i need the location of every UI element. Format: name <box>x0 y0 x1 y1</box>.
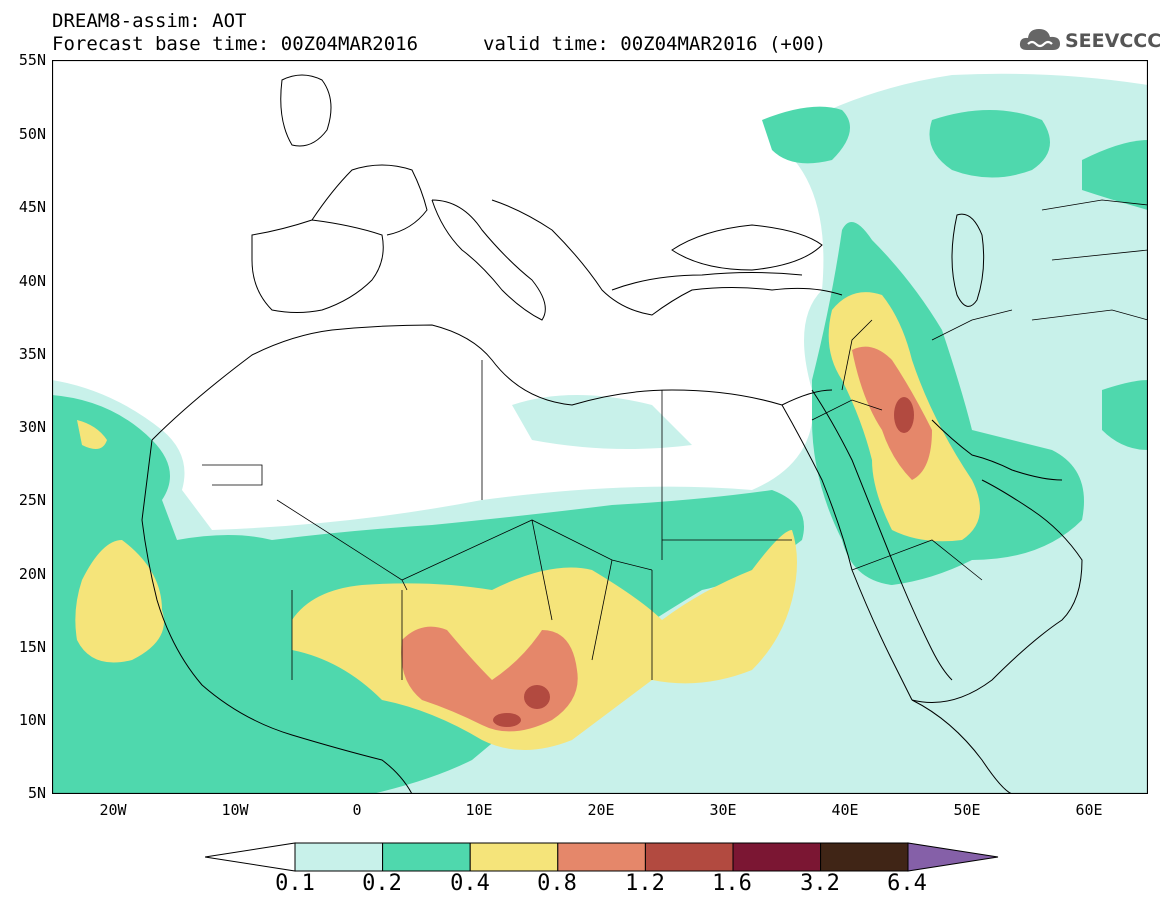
colorbar-label: 0.1 <box>275 871 315 896</box>
lon-label: 30E <box>709 801 737 819</box>
seevccc-logo: SEEVCCC <box>1017 24 1161 58</box>
colorbar-high-arrow <box>907 842 999 872</box>
lat-label: 25N <box>18 491 46 509</box>
colorbar-low-arrow <box>205 842 296 872</box>
colorbar-label: 3.2 <box>800 871 840 896</box>
colorbar-box <box>644 842 734 872</box>
cloud-icon <box>1019 29 1060 50</box>
lon-label: 60E <box>1075 801 1103 819</box>
lat-label: 15N <box>18 638 46 656</box>
lat-label: 30N <box>18 418 46 436</box>
lat-label: 45N <box>18 198 46 216</box>
country-borders <box>202 199 1148 680</box>
colorbar-label: 6.4 <box>887 871 927 896</box>
colorbar-label: 1.2 <box>625 871 665 896</box>
lon-label: 50E <box>953 801 981 819</box>
colorbar-box <box>557 842 646 872</box>
colorbar-box <box>382 842 471 872</box>
lon-label: 20E <box>587 801 615 819</box>
colorbar-label: 0.8 <box>537 871 577 896</box>
valid-time: valid time: 00Z04MAR2016 (+00) <box>483 33 827 55</box>
coastlines <box>141 74 1083 794</box>
colorbar-boxes <box>294 842 909 872</box>
colorbar-label: 0.2 <box>362 871 402 896</box>
colorbar-label: 1.6 <box>712 871 752 896</box>
colorbar-label: 0.4 <box>450 871 490 896</box>
lat-label: 5N <box>27 784 46 802</box>
forecast-base-time: Forecast base time: 00Z04MAR2016 <box>52 33 419 55</box>
logo-text: SEEVCCC <box>1065 30 1162 52</box>
lon-label: 0 <box>352 801 362 819</box>
lat-label: 10N <box>18 711 46 729</box>
map-title: DREAM8-assim: AOT <box>52 10 247 32</box>
lon-label: 10E <box>465 801 493 819</box>
colorbar-box <box>732 842 822 872</box>
lon-label: 20W <box>99 801 127 819</box>
lat-label: 40N <box>18 272 46 290</box>
lat-label: 55N <box>18 51 46 69</box>
lat-label: 20N <box>18 565 46 583</box>
aot-colorbar <box>205 842 999 872</box>
lat-label: 50N <box>18 125 46 143</box>
colorbar-box <box>820 842 909 872</box>
lon-label: 40E <box>831 801 859 819</box>
lon-label: 10W <box>221 801 249 819</box>
lat-label: 35N <box>18 345 46 363</box>
aot-map <box>52 60 1148 794</box>
aot-contour-fields <box>52 73 1148 794</box>
aot-level-1-2 <box>493 397 914 727</box>
colorbar-box <box>469 842 559 872</box>
colorbar-box <box>294 842 384 872</box>
